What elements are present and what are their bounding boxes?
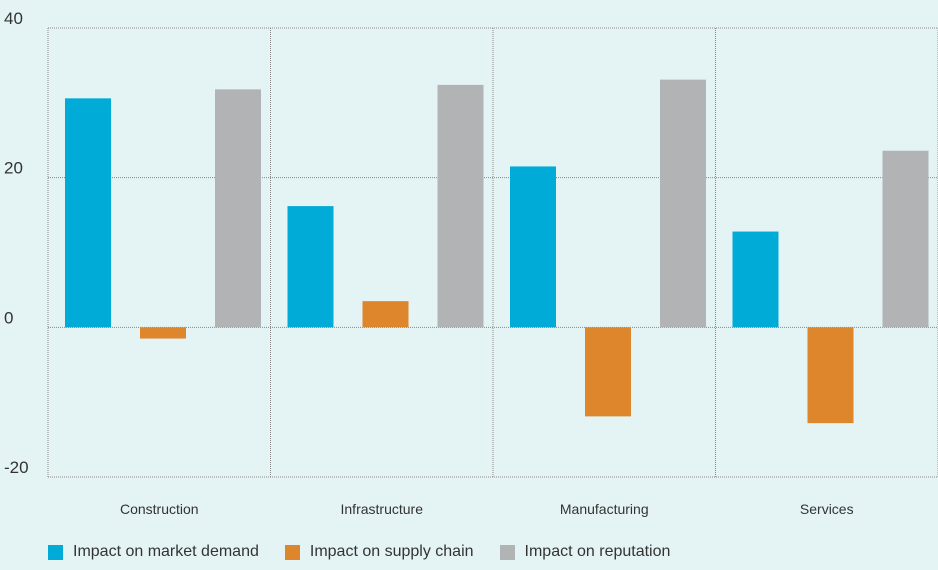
- bar: [585, 327, 631, 417]
- legend-swatch-supply-chain: [284, 544, 300, 560]
- legend-item-market-demand: Impact on market demand: [48, 543, 259, 561]
- bar: [140, 327, 186, 339]
- bar: [65, 98, 111, 328]
- legend-swatch-reputation: [499, 544, 515, 560]
- y-tick-label: 20: [4, 159, 23, 178]
- x-tick-label: Manufacturing: [560, 501, 649, 517]
- legend: Impact on market demand Impact on supply…: [48, 543, 696, 561]
- bar: [807, 327, 854, 424]
- bar: [362, 301, 409, 328]
- bar: [882, 150, 929, 328]
- y-tick-label: -20: [4, 458, 29, 477]
- x-tick-label: Infrastructure: [341, 501, 424, 517]
- bar: [287, 206, 334, 328]
- bar: [437, 84, 484, 328]
- bar: [510, 166, 556, 328]
- bar: [215, 89, 261, 328]
- x-tick-label: Construction: [120, 501, 199, 517]
- legend-item-supply-chain: Impact on supply chain: [284, 543, 474, 561]
- legend-item-reputation: Impact on reputation: [499, 543, 671, 561]
- legend-label-supply-chain: Impact on supply chain: [309, 543, 474, 560]
- legend-label-market-demand: Impact on market demand: [73, 543, 259, 560]
- bar: [732, 231, 779, 328]
- y-tick-label: 0: [4, 308, 13, 327]
- legend-label-reputation: Impact on reputation: [524, 543, 671, 560]
- y-tick-label: 40: [4, 9, 23, 28]
- legend-swatch-market-demand: [48, 544, 63, 560]
- bar: [660, 79, 706, 328]
- x-tick-label: Services: [800, 501, 854, 517]
- bar-chart: 40 20 0 -20 Construction Infrastructure Manufa…: [4, 9, 938, 517]
